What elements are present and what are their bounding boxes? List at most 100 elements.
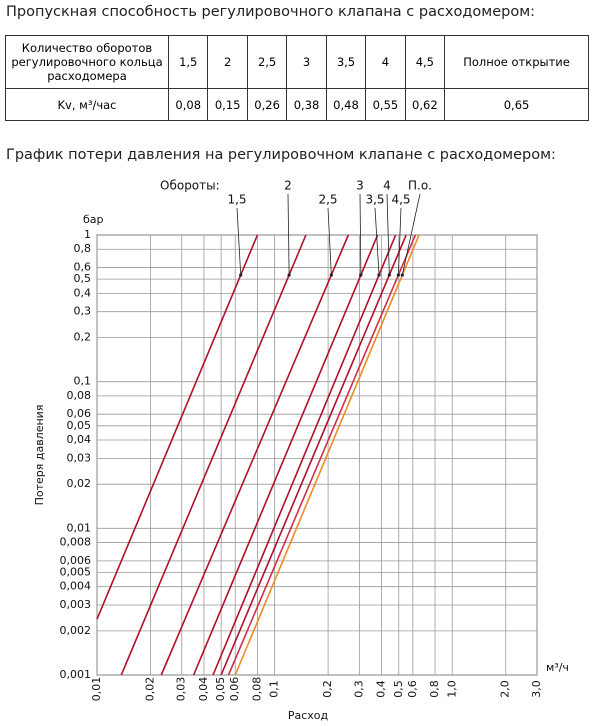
- label-pointer: [236, 207, 242, 276]
- series-label: 2: [284, 179, 292, 193]
- series-line: [96, 234, 259, 620]
- table-row: Kv, м³/час 0,08 0,15 0,26 0,38 0,48 0,55 0,62 0,…: [5, 88, 589, 121]
- pointer-dot: [359, 273, 363, 277]
- y-tick-label: 0,01: [67, 521, 92, 534]
- x-tick-label: 0,2: [321, 680, 334, 698]
- series-line: [160, 234, 350, 676]
- y-tick-label: 0,6: [74, 261, 92, 274]
- x-tick-label: 0,8: [428, 680, 441, 698]
- y-tick-label: 0,002: [60, 624, 92, 637]
- y-tick-label: 0,008: [60, 536, 92, 549]
- plot-area: [96, 234, 538, 676]
- y-tick-label: 1: [84, 228, 91, 241]
- y-tick-label: 0,06: [67, 407, 92, 420]
- y-tick-label: 0,8: [74, 242, 92, 255]
- label-pointer: [397, 207, 402, 276]
- series-label: 1,5: [227, 193, 246, 207]
- table-cell: 0,38: [286, 88, 327, 121]
- table-cell: 4,5: [404, 35, 446, 89]
- pointer-dot: [239, 273, 243, 277]
- table-cell: 0,08: [167, 88, 209, 121]
- series-line: [227, 234, 417, 676]
- x-tick-label: 0,4: [375, 680, 388, 698]
- x-tick-label: 0,3: [352, 680, 365, 698]
- series-label: П.о.: [408, 179, 432, 193]
- label-pointer: [327, 207, 332, 276]
- x-tick-label: 0,5: [392, 680, 405, 698]
- y-tick-label: 0,003: [60, 598, 92, 611]
- label-pointer: [401, 193, 421, 276]
- label-pointer: [374, 207, 380, 276]
- series-line: [212, 234, 397, 676]
- y-tick-label: 0,004: [60, 580, 92, 593]
- series-label: 3: [356, 179, 364, 193]
- table-cell: Kv, м³/час: [5, 88, 169, 121]
- table-cell: 3: [286, 35, 327, 89]
- x-tick-label: 0,06: [228, 677, 241, 702]
- table-cell: Количество оборотов регулировочного коль…: [5, 35, 169, 89]
- x-tick-label: 0,04: [197, 677, 210, 702]
- x-tick-label: 1,0: [445, 680, 458, 698]
- y-tick-label: 0,4: [74, 286, 92, 299]
- series-line: [234, 234, 420, 676]
- y-tick-label: 0,001: [60, 668, 92, 681]
- y-tick-label: 0,03: [67, 451, 92, 464]
- label-pointer: [287, 193, 290, 276]
- table-cell: 0,26: [246, 88, 288, 121]
- series-line: [120, 234, 307, 676]
- table-cell: 0,15: [207, 88, 248, 121]
- series-line: [192, 234, 379, 676]
- chart-title: График потери давления на регулировочном…: [6, 147, 556, 163]
- series-label: 4: [383, 179, 391, 193]
- x-unit: м³/ч: [546, 661, 569, 674]
- table-cell: 0,55: [365, 88, 406, 121]
- y-label: Потеря давления: [33, 405, 46, 506]
- y-tick-label: 0,006: [60, 554, 92, 567]
- legend-title: Обороты:: [160, 179, 220, 193]
- y-unit: бар: [83, 213, 104, 226]
- y-tick-label: 0,1: [74, 375, 92, 388]
- y-tick-label: 0,08: [67, 389, 92, 402]
- x-tick-label: 0,08: [250, 677, 263, 702]
- pointer-dot: [377, 273, 381, 277]
- x-tick-label: 0,6: [406, 680, 419, 698]
- y-tick-label: 0,05: [67, 419, 92, 432]
- pointer-dot: [387, 273, 391, 277]
- x-tick-label: 0,05: [214, 677, 227, 702]
- table-cell: 1,5: [167, 35, 209, 89]
- y-tick-label: 0,005: [60, 565, 92, 578]
- series-label: 3,5: [365, 193, 384, 207]
- x-label: Расход: [288, 709, 329, 722]
- y-tick-label: 0,04: [67, 433, 92, 446]
- pointer-dot: [400, 273, 404, 277]
- table-row: Количество оборотов регулировочного коль…: [5, 35, 589, 89]
- label-pointer: [386, 193, 390, 276]
- x-tick-label: 0,03: [175, 677, 188, 702]
- series-line: [220, 234, 407, 676]
- x-tick-label: 2,0: [499, 680, 512, 698]
- series-label: 2,5: [318, 193, 337, 207]
- x-tick-label: 0,02: [143, 677, 156, 702]
- table-cell: 0,62: [404, 88, 446, 121]
- kv-table: Количество оборотов регулировочного коль…: [5, 35, 589, 121]
- series-label: 4,5: [391, 193, 410, 207]
- y-tick-label: 0,3: [74, 305, 92, 318]
- table-cell: 3,5: [325, 35, 367, 89]
- pointer-dot: [287, 273, 291, 277]
- pointer-dot: [396, 273, 400, 277]
- x-tick-label: 3,0: [530, 680, 543, 698]
- y-tick-label: 0,2: [74, 331, 92, 344]
- x-tick-label: 0,1: [268, 680, 281, 698]
- table-cell: 0,48: [325, 88, 367, 121]
- label-pointer: [359, 193, 362, 276]
- table-title: Пропускная способность регулировочного к…: [6, 4, 536, 20]
- y-tick-label: 0,02: [67, 477, 92, 490]
- table-cell: 0,65: [444, 88, 589, 121]
- pointer-dot: [329, 273, 333, 277]
- table-cell: Полное открытие: [444, 35, 589, 89]
- table-cell: 2,5: [246, 35, 288, 89]
- y-tick-label: 0,5: [74, 272, 92, 285]
- x-tick-label: 0,01: [90, 677, 103, 702]
